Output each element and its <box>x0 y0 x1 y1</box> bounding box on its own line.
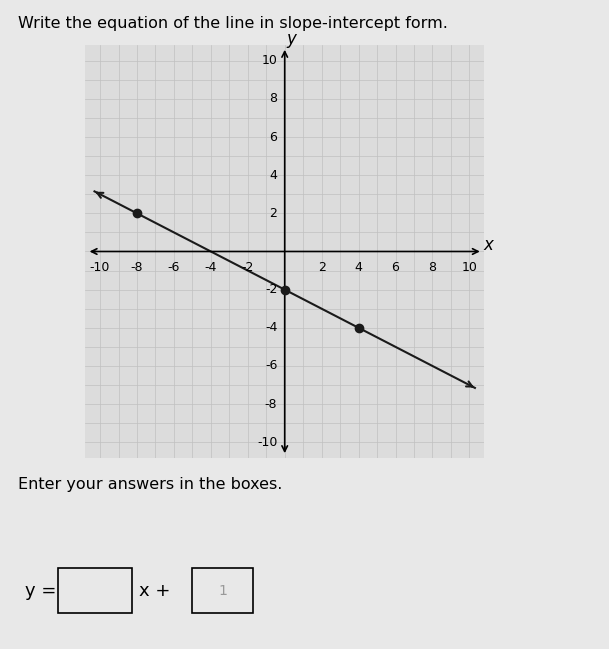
Text: x +: x + <box>139 582 171 600</box>
Text: -10: -10 <box>90 261 110 274</box>
Text: -6: -6 <box>167 261 180 274</box>
Text: 4: 4 <box>354 261 362 274</box>
Text: -4: -4 <box>205 261 217 274</box>
Text: 6: 6 <box>269 130 277 143</box>
Text: y: y <box>286 30 296 48</box>
Text: -8: -8 <box>131 261 143 274</box>
Text: -6: -6 <box>265 360 277 373</box>
Text: 2: 2 <box>318 261 326 274</box>
Text: Write the equation of the line in slope-intercept form.: Write the equation of the line in slope-… <box>18 16 448 31</box>
Text: -10: -10 <box>257 435 277 448</box>
Text: 1: 1 <box>218 583 227 598</box>
Text: -2: -2 <box>265 283 277 296</box>
Text: 10: 10 <box>261 55 277 67</box>
Text: 10: 10 <box>462 261 477 274</box>
Text: -8: -8 <box>265 398 277 411</box>
Text: -2: -2 <box>242 261 254 274</box>
Text: x: x <box>484 236 493 254</box>
Text: 6: 6 <box>392 261 400 274</box>
Text: y =: y = <box>25 582 57 600</box>
Text: 2: 2 <box>269 207 277 220</box>
Text: 4: 4 <box>269 169 277 182</box>
Text: -4: -4 <box>265 321 277 334</box>
Text: 8: 8 <box>429 261 437 274</box>
Text: 8: 8 <box>269 92 277 105</box>
Text: Enter your answers in the boxes.: Enter your answers in the boxes. <box>18 477 283 492</box>
